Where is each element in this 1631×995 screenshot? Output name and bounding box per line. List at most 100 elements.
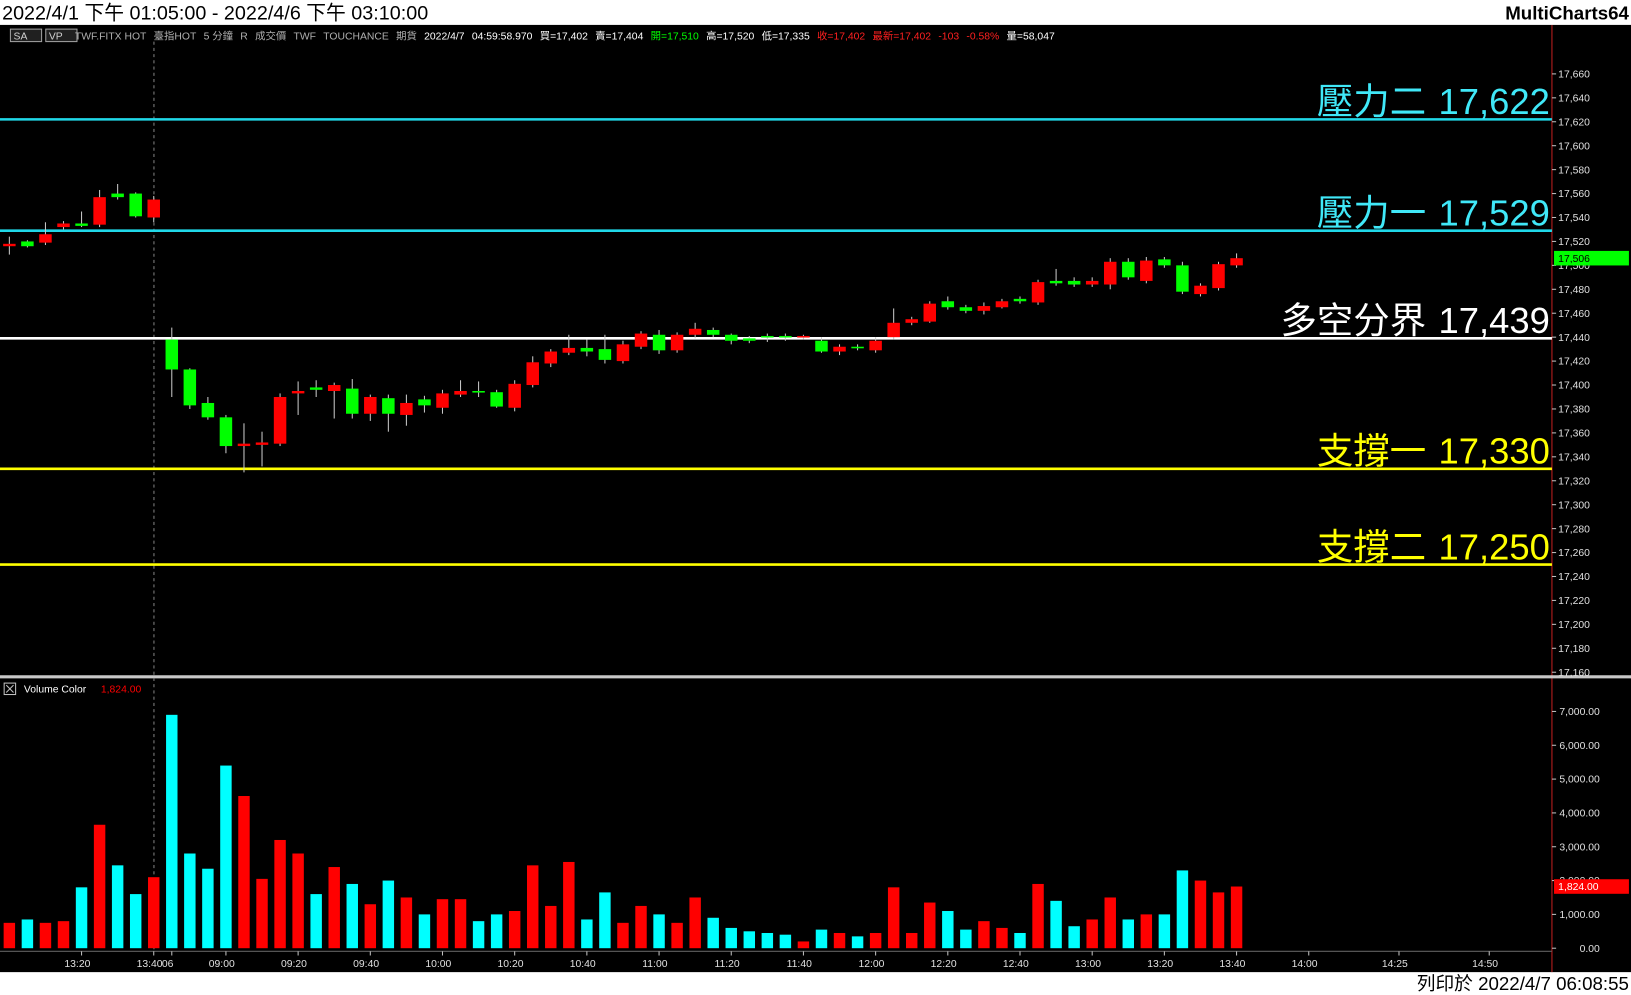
close-box[interactable] (3, 682, 17, 696)
last-price-marker (1554, 250, 1629, 266)
candle-body (905, 319, 918, 323)
volume-bar (599, 892, 611, 949)
volume-bar (1158, 914, 1171, 949)
candle-body (291, 391, 305, 394)
info-item: 2022/4/7 (424, 32, 465, 43)
volume-bar (3, 922, 16, 949)
candle-body (93, 197, 106, 225)
volume-bar (689, 897, 701, 949)
y-tick-label: 17,180 (1558, 644, 1590, 655)
volume-bar (905, 932, 918, 949)
info-item: -103 (938, 32, 959, 43)
candle-body (833, 346, 846, 352)
candle-body (779, 335, 792, 338)
level-name: 支撐一 (1317, 431, 1426, 472)
y-tick-label: 17,420 (1558, 357, 1590, 368)
volume-bar (39, 922, 52, 949)
chart-area (0, 24, 1631, 973)
volume-bar (93, 824, 106, 949)
candle-body (544, 351, 558, 364)
volume-bar (761, 932, 774, 949)
candle-body (472, 391, 485, 393)
candle-body (309, 387, 323, 390)
volume-bar (238, 796, 250, 949)
info-item: TOUCHANCE (323, 32, 389, 43)
x-tick-label: 13:20 (64, 959, 90, 970)
volume-bar (725, 927, 737, 949)
x-tick-label: 14:00 (1292, 959, 1318, 970)
volume-bar (743, 931, 756, 949)
candle-body (57, 223, 70, 228)
candle-body (111, 193, 124, 198)
y-tick-label: 17,220 (1558, 596, 1590, 607)
volume-bar (978, 921, 990, 949)
x-tick-label: 06 (162, 959, 174, 970)
info-item: R (240, 32, 248, 43)
volume-tick-label: 6,000.00 (1559, 741, 1600, 752)
info-item: 低=17,335 (762, 30, 810, 43)
x-tick-label: 13:00 (1075, 959, 1101, 970)
volume-bar (1032, 883, 1044, 949)
x-tick-label: 13:40 (137, 959, 163, 970)
candle-body (815, 340, 828, 352)
candle-body (851, 346, 864, 349)
x-tick-label: 09:40 (353, 959, 379, 970)
volume-bar (418, 914, 431, 949)
level-label: 支撐一 17,330 (1317, 431, 1550, 472)
candle-body (598, 349, 612, 360)
candle-body (688, 328, 702, 335)
candle-body (1176, 265, 1189, 292)
y-tick-label: 17,320 (1558, 476, 1590, 487)
volume-bar (328, 867, 340, 949)
candle-body (725, 334, 738, 341)
candle-body (797, 335, 810, 338)
volume-tick-label: 7,000.00 (1559, 707, 1600, 718)
volume-bar (472, 921, 485, 949)
volume-bar (671, 922, 683, 949)
candle-body (1158, 259, 1171, 266)
x-tick-label: 09:20 (281, 959, 307, 970)
info-item: 收=17,402 (817, 30, 865, 43)
volume-bar (220, 765, 232, 949)
candle-body (1067, 280, 1081, 285)
info-item: 最新=17,402 (873, 30, 932, 43)
volume-bar (490, 914, 503, 949)
candle-body (21, 241, 34, 247)
volume-bar (545, 905, 557, 949)
volume-bar (617, 922, 629, 949)
volume-bar (292, 853, 304, 949)
volume-bar (202, 868, 214, 949)
candle-body (652, 334, 666, 351)
info-item: 5 分鐘 (204, 30, 234, 43)
volume-bar (887, 887, 900, 949)
candle-body (382, 398, 395, 414)
volume-bar (581, 919, 593, 949)
volume-bar (563, 861, 575, 949)
level-name: 壓力二 (1317, 81, 1426, 122)
volume-bar (436, 899, 449, 949)
volume-bar (815, 929, 828, 949)
volume-bar (310, 894, 322, 949)
level-value: 17,529 (1439, 192, 1550, 233)
x-tick-label: 14:25 (1382, 959, 1408, 970)
close-icon (5, 684, 14, 693)
candle-body (580, 347, 594, 352)
y-tick-label: 17,380 (1558, 405, 1590, 416)
y-tick-label: 17,640 (1558, 93, 1590, 104)
candle-body (364, 396, 377, 414)
y-tick-label: 17,260 (1558, 548, 1590, 559)
candle-body (1212, 264, 1225, 289)
toolbar-button[interactable] (9, 28, 43, 43)
volume-legend-value: 1,824.00 (101, 684, 142, 695)
volume-bar (851, 936, 864, 949)
volume-bar (1212, 892, 1225, 949)
volume-bar (960, 929, 972, 949)
toolbar-button[interactable] (45, 28, 78, 43)
info-item: TWF.FITX HOT (75, 32, 147, 43)
volume-bar (797, 941, 810, 949)
candle-body (1085, 280, 1099, 285)
level-label: 壓力二 17,622 (1317, 81, 1550, 122)
volume-bar (1068, 926, 1080, 949)
candle-body (1031, 282, 1045, 303)
y-tick-label: 17,200 (1558, 620, 1590, 631)
